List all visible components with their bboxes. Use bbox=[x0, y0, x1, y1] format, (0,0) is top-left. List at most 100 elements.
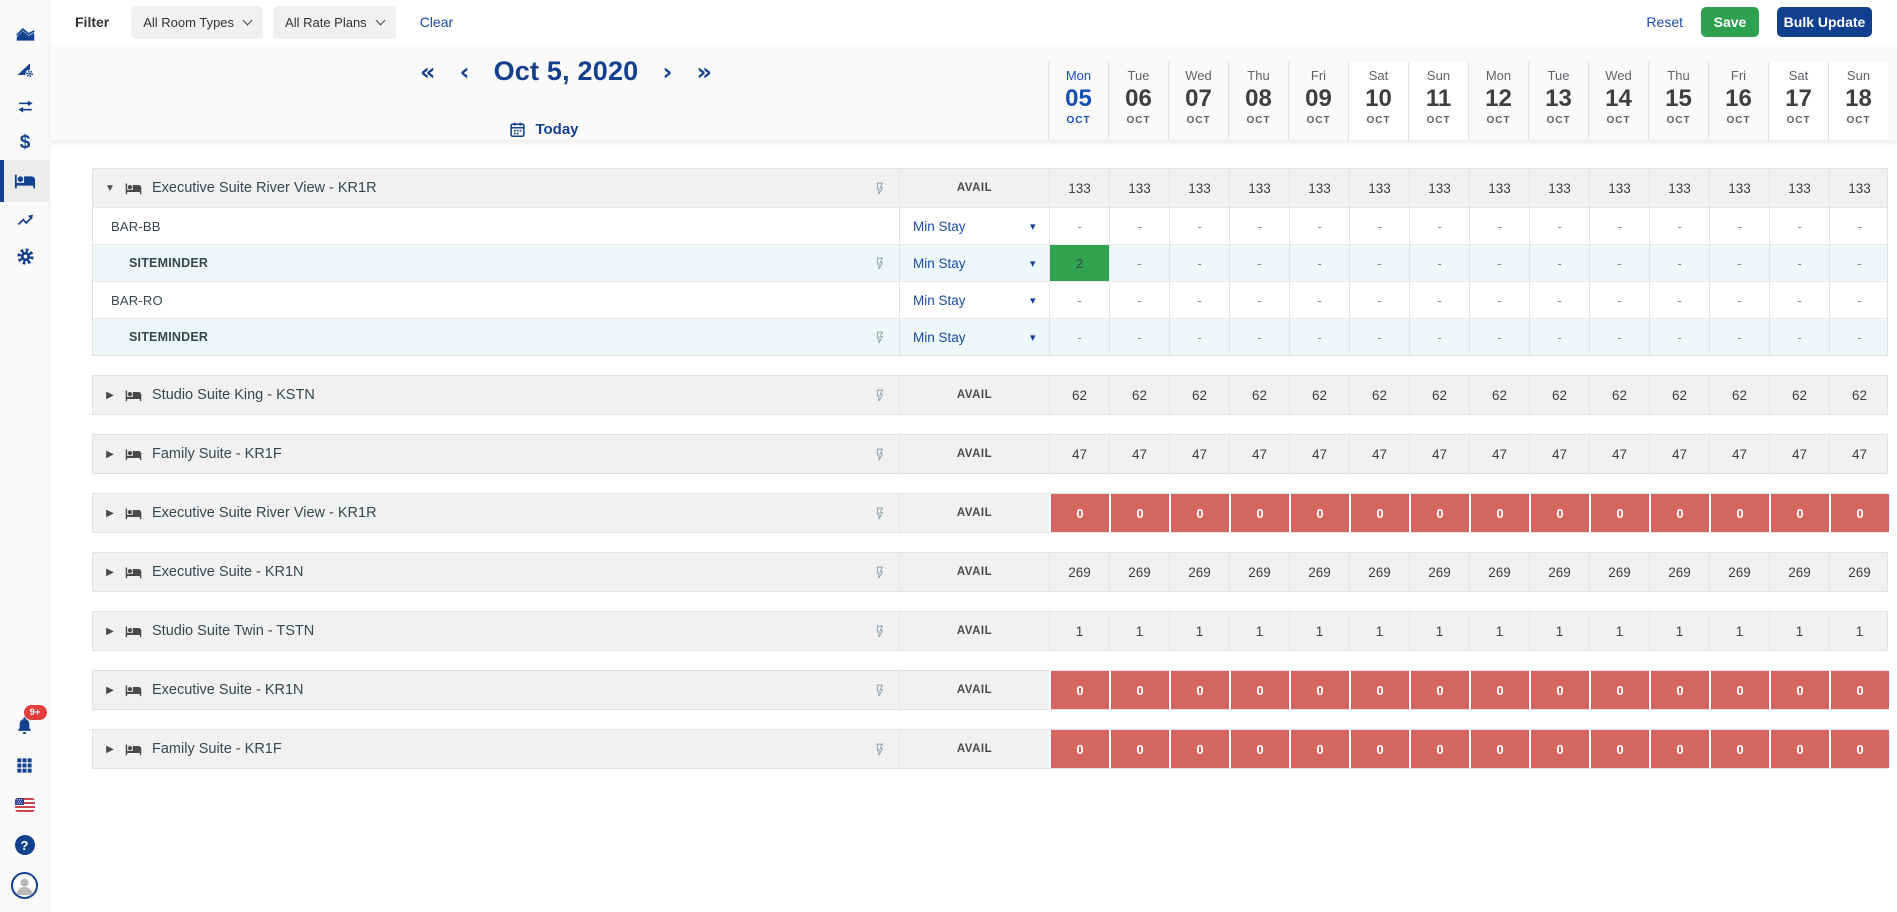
room-type-header-row[interactable]: ▶ Studio Suite Twin - TSTN AVAIL 1 1 1 1 1 1 1 1 1 1… bbox=[93, 612, 1887, 650]
bulk-update-button[interactable]: Bulk Update bbox=[1777, 7, 1872, 37]
rate-cell[interactable]: - bbox=[1529, 319, 1589, 355]
avail-value-cell[interactable]: 1 bbox=[1289, 612, 1349, 650]
avail-value-cell[interactable]: 1 bbox=[1409, 612, 1469, 650]
rate-cell[interactable]: - bbox=[1649, 245, 1709, 281]
avail-value-cell[interactable]: 0 bbox=[1589, 730, 1649, 768]
avail-value-cell[interactable]: 0 bbox=[1769, 730, 1829, 768]
room-types-dropdown[interactable]: All Room Types bbox=[131, 5, 264, 39]
avail-value-cell[interactable]: 62 bbox=[1169, 376, 1229, 414]
rate-cell[interactable]: - bbox=[1229, 245, 1289, 281]
avail-value-cell[interactable]: 0 bbox=[1529, 730, 1589, 768]
rate-cell[interactable]: - bbox=[1769, 282, 1829, 318]
rate-cell[interactable]: - bbox=[1589, 319, 1649, 355]
expand-caret-icon[interactable]: ▶ bbox=[106, 507, 114, 519]
avail-value-cell[interactable]: 0 bbox=[1469, 671, 1529, 709]
avail-value-cell[interactable]: 0 bbox=[1469, 730, 1529, 768]
expand-caret-icon[interactable]: ▶ bbox=[106, 625, 114, 637]
avail-value-cell[interactable]: 269 bbox=[1409, 553, 1469, 591]
rate-cell[interactable]: - bbox=[1349, 282, 1409, 318]
avail-value-cell[interactable]: 47 bbox=[1769, 435, 1829, 473]
rate-cell[interactable]: - bbox=[1409, 319, 1469, 355]
rate-cell[interactable]: - bbox=[1049, 282, 1109, 318]
rate-cell[interactable]: - bbox=[1229, 208, 1289, 244]
today-button[interactable]: Today bbox=[398, 120, 690, 139]
avail-value-cell[interactable]: 62 bbox=[1229, 376, 1289, 414]
prev-page-arrow[interactable]: « bbox=[420, 57, 436, 86]
avail-value-cell[interactable]: 0 bbox=[1409, 730, 1469, 768]
room-type-header-row[interactable]: ▶ Executive Suite - KR1N AVAIL 0 0 0 0 0 0 0 0 0 0 0 0… bbox=[93, 671, 1889, 709]
avail-value-cell[interactable]: 133 bbox=[1829, 169, 1889, 207]
avail-value-cell[interactable]: 269 bbox=[1349, 553, 1409, 591]
avail-value-cell[interactable]: 1 bbox=[1649, 612, 1709, 650]
avail-value-cell[interactable]: 1 bbox=[1589, 612, 1649, 650]
avail-value-cell[interactable]: 0 bbox=[1469, 494, 1529, 532]
avail-value-cell[interactable]: 133 bbox=[1289, 169, 1349, 207]
avail-value-cell[interactable]: 133 bbox=[1229, 169, 1289, 207]
rate-cell[interactable]: - bbox=[1049, 319, 1109, 355]
avail-value-cell[interactable]: 62 bbox=[1109, 376, 1169, 414]
rate-cell[interactable]: - bbox=[1709, 208, 1769, 244]
notifications-bell-icon[interactable]: 9+ bbox=[0, 705, 50, 738]
rate-cell[interactable]: - bbox=[1409, 245, 1469, 281]
avail-value-cell[interactable]: 0 bbox=[1229, 730, 1289, 768]
rate-cell[interactable]: - bbox=[1469, 208, 1529, 244]
avail-value-cell[interactable]: 269 bbox=[1649, 553, 1709, 591]
rate-cell[interactable]: - bbox=[1649, 208, 1709, 244]
avail-value-cell[interactable]: 1 bbox=[1229, 612, 1289, 650]
avail-value-cell[interactable]: 133 bbox=[1049, 169, 1109, 207]
rate-cell[interactable]: - bbox=[1049, 208, 1109, 244]
rate-cell[interactable]: - bbox=[1169, 208, 1229, 244]
prev-day-arrow[interactable]: ‹ bbox=[459, 57, 470, 86]
avail-value-cell[interactable]: 0 bbox=[1109, 730, 1169, 768]
avail-value-cell[interactable]: 0 bbox=[1529, 671, 1589, 709]
avail-value-cell[interactable]: 1 bbox=[1829, 612, 1889, 650]
avail-value-cell[interactable]: 47 bbox=[1409, 435, 1469, 473]
avail-value-cell[interactable]: 0 bbox=[1589, 494, 1649, 532]
room-type-header-row[interactable]: ▶ Studio Suite King - KSTN AVAIL 62 62 62 62 62… bbox=[93, 376, 1887, 414]
rate-cell[interactable]: - bbox=[1109, 208, 1169, 244]
expand-caret-icon[interactable]: ▶ bbox=[106, 684, 114, 696]
rate-cell[interactable]: - bbox=[1589, 208, 1649, 244]
avail-value-cell[interactable]: 62 bbox=[1829, 376, 1889, 414]
avail-value-cell[interactable]: 133 bbox=[1589, 169, 1649, 207]
avail-value-cell[interactable]: 47 bbox=[1169, 435, 1229, 473]
avail-value-cell[interactable]: 0 bbox=[1289, 730, 1349, 768]
avail-value-cell[interactable]: 133 bbox=[1709, 169, 1769, 207]
avail-value-cell[interactable]: 269 bbox=[1709, 553, 1769, 591]
rate-cell[interactable]: - bbox=[1109, 282, 1169, 318]
trends-icon[interactable] bbox=[0, 202, 50, 238]
avail-value-cell[interactable]: 133 bbox=[1169, 169, 1229, 207]
avail-value-cell[interactable]: 269 bbox=[1829, 553, 1889, 591]
avail-value-cell[interactable]: 47 bbox=[1649, 435, 1709, 473]
avail-value-cell[interactable]: 62 bbox=[1709, 376, 1769, 414]
avail-value-cell[interactable]: 0 bbox=[1109, 494, 1169, 532]
rate-cell[interactable]: - bbox=[1529, 282, 1589, 318]
rate-cell[interactable]: - bbox=[1109, 245, 1169, 281]
inventory-bed-icon[interactable] bbox=[0, 160, 50, 202]
avail-value-cell[interactable]: 62 bbox=[1349, 376, 1409, 414]
expand-caret-icon[interactable]: ▶ bbox=[106, 448, 114, 460]
avail-value-cell[interactable]: 269 bbox=[1289, 553, 1349, 591]
rate-plans-dropdown[interactable]: All Rate Plans bbox=[273, 5, 396, 39]
avail-value-cell[interactable]: 0 bbox=[1169, 671, 1229, 709]
sync-arrows-icon[interactable] bbox=[0, 88, 50, 124]
apps-grid-icon[interactable] bbox=[0, 752, 50, 778]
rate-cell[interactable]: - bbox=[1769, 319, 1829, 355]
avail-value-cell[interactable]: 47 bbox=[1049, 435, 1109, 473]
avail-value-cell[interactable]: 0 bbox=[1049, 730, 1109, 768]
avail-value-cell[interactable]: 133 bbox=[1109, 169, 1169, 207]
room-type-header-row[interactable]: ▶ Family Suite - KR1F AVAIL 47 47 47 47 47 47 47 4… bbox=[93, 435, 1887, 473]
rate-cell[interactable]: - bbox=[1289, 319, 1349, 355]
min-stay-dropdown[interactable]: Min Stay ▾ bbox=[899, 282, 1049, 318]
avail-value-cell[interactable]: 133 bbox=[1769, 169, 1829, 207]
avail-value-cell[interactable]: 269 bbox=[1589, 553, 1649, 591]
rate-cell[interactable]: - bbox=[1409, 282, 1469, 318]
avail-value-cell[interactable]: 47 bbox=[1829, 435, 1889, 473]
rate-cell[interactable]: 2 bbox=[1049, 245, 1109, 281]
rate-cell[interactable]: - bbox=[1229, 319, 1289, 355]
avail-value-cell[interactable]: 133 bbox=[1409, 169, 1469, 207]
rate-cell[interactable]: - bbox=[1829, 208, 1889, 244]
rate-cell[interactable]: - bbox=[1829, 245, 1889, 281]
avail-value-cell[interactable]: 47 bbox=[1469, 435, 1529, 473]
avail-value-cell[interactable]: 0 bbox=[1709, 730, 1769, 768]
